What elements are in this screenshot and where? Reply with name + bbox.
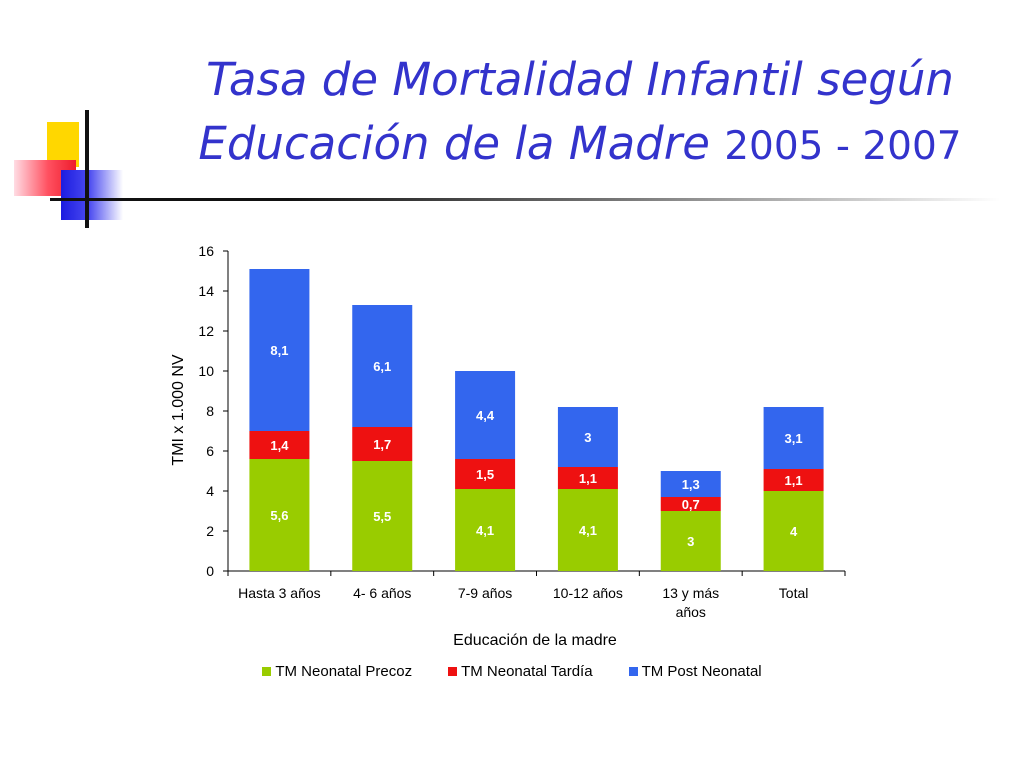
y-tick-label: 8 (206, 403, 214, 419)
y-tick-label: 14 (198, 283, 214, 299)
bar-segment-post (352, 305, 413, 427)
y-tick-label: 12 (198, 323, 214, 339)
y-tick-label: 10 (198, 363, 214, 379)
bar-segment-precoz (352, 461, 413, 571)
slide-title-years: 2005 - 2007 (724, 124, 962, 169)
data-label: 3,1 (785, 431, 803, 446)
legend-label: TM Neonatal Tardía (461, 663, 593, 680)
bar-segment-precoz (249, 459, 310, 571)
data-label: 3 (687, 534, 694, 549)
data-label: 1,3 (682, 477, 700, 492)
bar-segment-precoz (455, 489, 516, 571)
bar-segment-precoz (660, 511, 721, 571)
bar-segment-tardia (557, 467, 618, 489)
bar-segment-tardia (763, 469, 824, 491)
y-tick-label: 16 (198, 243, 214, 259)
data-label: 4,1 (476, 523, 494, 538)
x-tick-label: 13 y más años (662, 585, 719, 620)
x-axis-title: Educación de la madre (453, 632, 617, 649)
legend-item: TM Post Neonatal (628, 663, 762, 680)
data-label: 6,1 (373, 359, 391, 374)
bar-segment-tardia (660, 497, 721, 511)
data-label: 1,1 (785, 473, 803, 488)
chart-legend: TM Neonatal Precoz TM Neonatal Tardía TM P… (0, 663, 1024, 680)
data-label: 5,5 (373, 509, 391, 524)
slide-title-line2: Educación de la Madre 2005 - 2007 (150, 112, 1010, 179)
x-tick-label: Total (779, 585, 809, 601)
legend-swatch (628, 667, 638, 676)
slide-title: Tasa de Mortalidad Infantil según Educac… (150, 48, 1010, 179)
y-tick-label: 4 (206, 483, 214, 499)
x-tick-label: 4- 6 años (353, 585, 411, 601)
bar-segment-tardia (455, 459, 516, 489)
data-label: 0,7 (682, 497, 700, 512)
data-label: 1,7 (373, 437, 391, 452)
bar-segment-post (763, 407, 824, 469)
y-axis-title: TMI x 1.000 NV (170, 354, 187, 465)
decorative-blue-square (61, 170, 123, 220)
data-label: 1,4 (270, 438, 289, 453)
bar-segment-tardia (352, 427, 413, 461)
decorative-horizontal-line (50, 198, 1000, 201)
decorative-yellow-square (47, 122, 79, 167)
legend-swatch (262, 667, 272, 676)
x-tick-label: Hasta 3 años (238, 585, 321, 601)
legend-item: TM Neonatal Precoz (262, 663, 412, 680)
y-tick-label: 0 (206, 563, 214, 579)
y-tick-label: 2 (206, 523, 214, 539)
decorative-vertical-line (85, 110, 89, 228)
data-label: 5,6 (270, 508, 288, 523)
legend-item: TM Neonatal Tardía (448, 663, 593, 680)
data-label: 3 (584, 430, 591, 445)
x-tick-label: 7-9 años (458, 585, 512, 601)
legend-swatch (448, 667, 458, 676)
bar-segment-post (557, 407, 618, 467)
data-label: 4,1 (579, 523, 597, 538)
legend-label: TM Post Neonatal (641, 663, 762, 680)
data-label: 1,1 (579, 471, 597, 486)
bar-segment-tardia (249, 431, 310, 459)
slide-title-line1: Tasa de Mortalidad Infantil según (206, 53, 954, 106)
bar-segment-precoz (763, 491, 824, 571)
data-label: 1,5 (476, 467, 494, 482)
bar-segment-post (455, 371, 516, 459)
data-label: 4,4 (476, 408, 495, 423)
bar-segment-post (249, 269, 310, 431)
slide-title-line2-text: Educación de la Madre (198, 117, 710, 170)
legend-label: TM Neonatal Precoz (275, 663, 413, 680)
bar-segment-precoz (557, 489, 618, 571)
bar-segment-post (660, 471, 721, 497)
x-tick-label: 10-12 años (553, 585, 623, 601)
y-tick-label: 6 (206, 443, 214, 459)
data-label: 4 (790, 524, 798, 539)
data-label: 8,1 (270, 343, 288, 358)
